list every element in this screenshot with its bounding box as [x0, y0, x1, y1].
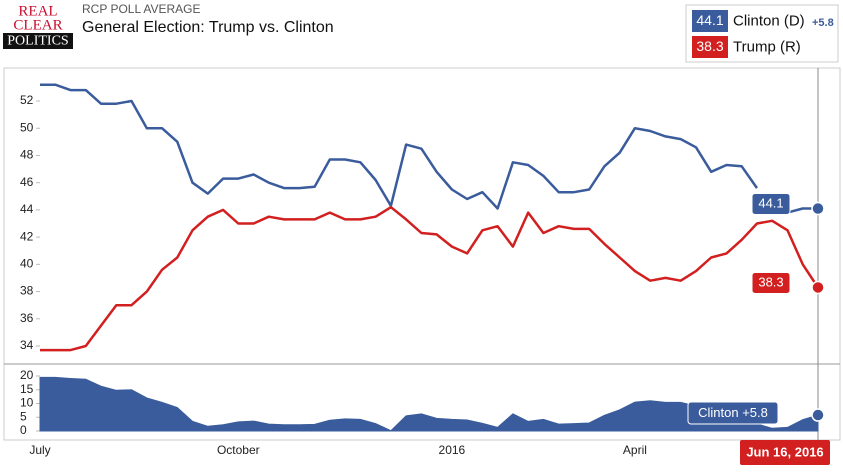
logo: REAL CLEAR POLITICS [3, 2, 73, 50]
date-label: Jun 16, 2016 [746, 444, 823, 459]
series-line [40, 205, 820, 352]
x-tick-label: July [29, 443, 50, 457]
legend: 44.1 Clinton (D) +5.8 38.3 Trump (R) [685, 4, 839, 63]
y-tick-label: 36 [20, 311, 34, 325]
legend-label: Trump (R) [733, 38, 801, 55]
y-tick-label: 42 [20, 229, 34, 243]
y-tick-label: 0 [20, 423, 27, 437]
legend-value: 44.1 [696, 12, 723, 28]
y-tick-label: 44 [20, 202, 34, 216]
end-label-box [751, 271, 791, 294]
y-tick-label: 40 [20, 257, 34, 271]
y-tick-label: 46 [20, 175, 34, 189]
logo-band [3, 33, 73, 49]
legend-spread: +5.8 [812, 17, 834, 29]
y-tick-label: 10 [20, 396, 34, 410]
y-tick-label: 15 [20, 382, 34, 396]
legend-value: 38.3 [696, 38, 723, 54]
date-box [740, 440, 830, 465]
kicker: RCP POLL AVERAGE [82, 2, 201, 16]
y-tick-label: 34 [20, 338, 34, 352]
end-dot [811, 408, 825, 422]
end-label-box [751, 193, 791, 216]
y-tick-label: 50 [20, 120, 34, 134]
legend-label: Clinton (D) [733, 12, 805, 29]
x-tick-label: October [217, 443, 260, 457]
y-tick-label: 38 [20, 284, 34, 298]
y-tick-label: 20 [20, 368, 34, 382]
end-dot [811, 280, 825, 295]
y-tick-label: 48 [20, 148, 34, 162]
end-label: 44.1 [758, 195, 783, 210]
plot-frame [3, 67, 841, 441]
x-tick-label: April [623, 443, 647, 457]
y-tick-label: 52 [20, 93, 34, 107]
logo-text: REAL [18, 3, 57, 19]
end-label: 38.3 [758, 274, 783, 289]
logo-text: POLITICS [7, 34, 68, 49]
y-tick-label: 5 [20, 409, 27, 423]
end-dot [811, 201, 825, 216]
spread-label-box [687, 401, 779, 425]
spread-label: Clinton +5.8 [698, 405, 768, 420]
x-tick-label: 2016 [439, 443, 466, 457]
logo-text: CLEAR [13, 17, 62, 33]
legend-swatch [692, 10, 728, 32]
chart-title: General Election: Trump vs. Clinton [82, 19, 334, 36]
legend-swatch [692, 36, 728, 58]
